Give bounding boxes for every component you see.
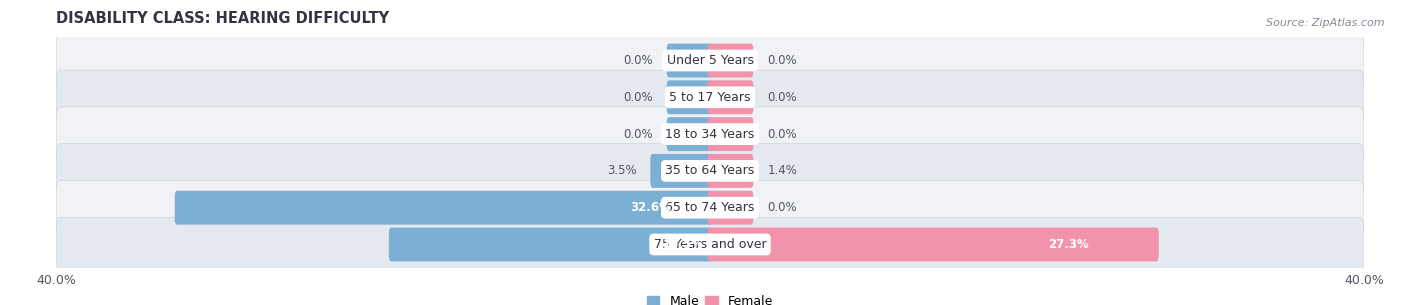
FancyBboxPatch shape xyxy=(707,154,754,188)
Text: 0.0%: 0.0% xyxy=(768,201,797,214)
Text: 0.0%: 0.0% xyxy=(768,91,797,104)
FancyBboxPatch shape xyxy=(651,154,713,188)
Text: 65 to 74 Years: 65 to 74 Years xyxy=(665,201,755,214)
FancyBboxPatch shape xyxy=(666,117,713,151)
Text: Source: ZipAtlas.com: Source: ZipAtlas.com xyxy=(1267,18,1385,28)
FancyBboxPatch shape xyxy=(707,191,754,224)
FancyBboxPatch shape xyxy=(56,144,1364,198)
Text: 5 to 17 Years: 5 to 17 Years xyxy=(669,91,751,104)
FancyBboxPatch shape xyxy=(389,228,713,261)
Text: 3.5%: 3.5% xyxy=(607,164,637,178)
Text: 32.6%: 32.6% xyxy=(630,201,671,214)
Text: 75 Years and over: 75 Years and over xyxy=(654,238,766,251)
Text: 0.0%: 0.0% xyxy=(768,127,797,141)
FancyBboxPatch shape xyxy=(707,228,1159,261)
Text: 0.0%: 0.0% xyxy=(768,54,797,67)
Text: DISABILITY CLASS: HEARING DIFFICULTY: DISABILITY CLASS: HEARING DIFFICULTY xyxy=(56,11,389,26)
FancyBboxPatch shape xyxy=(707,117,754,151)
FancyBboxPatch shape xyxy=(707,44,754,77)
Text: 0.0%: 0.0% xyxy=(623,91,652,104)
FancyBboxPatch shape xyxy=(56,107,1364,161)
Text: 35 to 64 Years: 35 to 64 Years xyxy=(665,164,755,178)
Text: 0.0%: 0.0% xyxy=(623,127,652,141)
FancyBboxPatch shape xyxy=(666,81,713,114)
FancyBboxPatch shape xyxy=(707,81,754,114)
Text: 27.3%: 27.3% xyxy=(1049,238,1090,251)
FancyBboxPatch shape xyxy=(666,44,713,77)
FancyBboxPatch shape xyxy=(56,181,1364,235)
Legend: Male, Female: Male, Female xyxy=(643,290,778,305)
Text: 1.4%: 1.4% xyxy=(768,164,797,178)
Text: 18 to 34 Years: 18 to 34 Years xyxy=(665,127,755,141)
FancyBboxPatch shape xyxy=(56,33,1364,88)
FancyBboxPatch shape xyxy=(174,191,713,224)
Text: Under 5 Years: Under 5 Years xyxy=(666,54,754,67)
FancyBboxPatch shape xyxy=(56,70,1364,124)
Text: 19.5%: 19.5% xyxy=(662,238,703,251)
FancyBboxPatch shape xyxy=(56,217,1364,272)
Text: 0.0%: 0.0% xyxy=(623,54,652,67)
